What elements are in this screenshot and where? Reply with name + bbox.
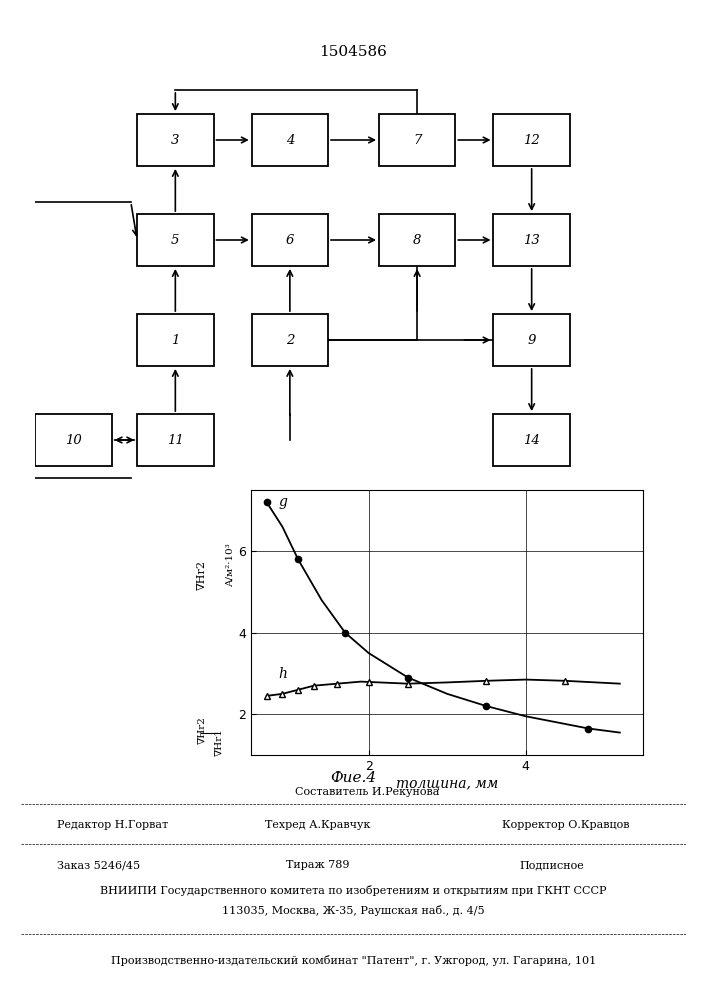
Text: Составитель И.Рекунова: Составитель И.Рекунова — [296, 787, 440, 797]
Text: Корректор О.Кравцов: Корректор О.Кравцов — [502, 820, 629, 830]
Bar — [379, 114, 455, 166]
Text: 8: 8 — [413, 233, 421, 246]
Text: Производственно-издательский комбинат "Патент", г. Ужгород, ул. Гагарина, 101: Производственно-издательский комбинат "П… — [111, 954, 596, 966]
Text: ВНИИПИ Государственного комитета по изобретениям и открытиям при ГКНТ СССР: ВНИИПИ Государственного комитета по изоб… — [100, 884, 607, 896]
Bar — [252, 314, 328, 366]
Text: 5: 5 — [171, 233, 180, 246]
Text: 2: 2 — [286, 334, 294, 347]
Bar — [252, 214, 328, 266]
Bar — [379, 214, 455, 266]
Bar — [35, 414, 112, 466]
Text: ∇Hr1: ∇Hr1 — [215, 728, 223, 756]
Text: ∇Hr2: ∇Hr2 — [197, 716, 206, 744]
Bar — [137, 214, 214, 266]
Text: Техред А.Кравчук: Техред А.Кравчук — [265, 820, 371, 830]
Text: h: h — [279, 667, 287, 681]
Bar — [493, 214, 570, 266]
Text: Тираж 789: Тираж 789 — [286, 860, 350, 870]
X-axis label: толщина, мм: толщина, мм — [396, 776, 498, 790]
Text: 6: 6 — [286, 233, 294, 246]
Bar — [137, 314, 214, 366]
Text: 12: 12 — [523, 133, 540, 146]
Text: Фие.3: Фие.3 — [330, 500, 377, 514]
Bar — [493, 114, 570, 166]
Text: g: g — [279, 495, 287, 509]
Text: Заказ 5246/45: Заказ 5246/45 — [57, 860, 140, 870]
Text: 11: 11 — [167, 434, 184, 446]
Text: 10: 10 — [65, 434, 82, 446]
Text: 7: 7 — [413, 133, 421, 146]
Text: 4: 4 — [286, 133, 294, 146]
Bar — [493, 414, 570, 466]
Text: 13: 13 — [523, 233, 540, 246]
Bar — [252, 114, 328, 166]
Text: 3: 3 — [171, 133, 180, 146]
Text: 1: 1 — [171, 334, 180, 347]
Text: Подписное: Подписное — [519, 860, 584, 870]
Bar — [137, 114, 214, 166]
Text: 113035, Москва, Ж-35, Раушская наб., д. 4/5: 113035, Москва, Ж-35, Раушская наб., д. … — [222, 904, 485, 916]
Text: Редактор Н.Горват: Редактор Н.Горват — [57, 820, 168, 830]
Text: A/м²·10³: A/м²·10³ — [226, 543, 234, 587]
Text: 1504586: 1504586 — [320, 44, 387, 58]
Bar — [493, 314, 570, 366]
Text: 9: 9 — [527, 334, 536, 347]
Text: ∇Hr2: ∇Hr2 — [197, 560, 206, 590]
Text: Фие.4: Фие.4 — [330, 771, 377, 785]
Bar — [137, 414, 214, 466]
Text: 14: 14 — [523, 434, 540, 446]
